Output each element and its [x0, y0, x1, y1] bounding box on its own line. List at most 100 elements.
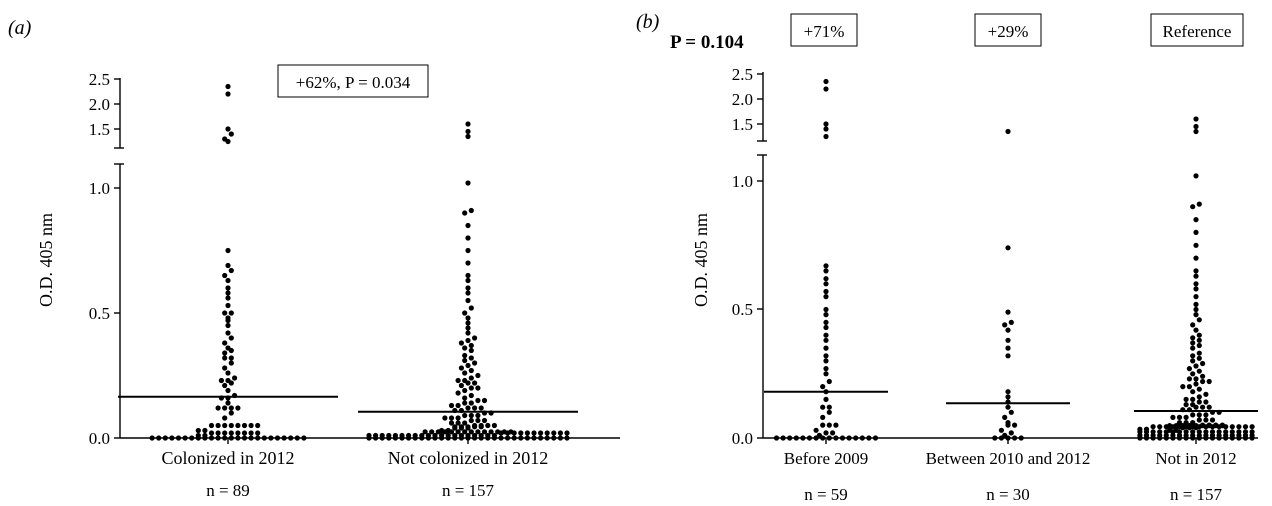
panel-a-data-point	[458, 424, 464, 430]
panel-b-data-point	[1206, 378, 1212, 385]
panel-b-data-point	[1183, 435, 1189, 441]
panel-a-data-point	[462, 370, 468, 376]
panel-b-data-point	[800, 435, 806, 441]
panel-a-data-point	[468, 342, 474, 349]
panel-b-data-point	[1186, 384, 1192, 390]
panel-b-data-point	[1186, 423, 1192, 429]
panel-b-data-point	[1183, 420, 1189, 426]
panel-a-data-point	[518, 435, 524, 441]
panel-b-data-point	[866, 435, 872, 441]
panel-a-data-point	[557, 430, 564, 436]
panel-a-data-point	[472, 435, 478, 441]
panel-b-data-point	[1193, 376, 1199, 382]
panel-a-data-point	[255, 422, 261, 429]
panel-a-n-label-1: n = 157	[442, 481, 495, 500]
panel-b-data-point	[1229, 429, 1235, 435]
panel-b-data-point	[823, 312, 829, 318]
panel-a-data-point	[422, 429, 428, 435]
panel-b-data-point	[1196, 412, 1202, 418]
panel-a-data-point	[491, 435, 497, 441]
panel-a-data-point	[468, 367, 474, 374]
panel-a-data-point	[261, 435, 267, 441]
panel-a-data-point	[472, 380, 478, 386]
panel-b-data-point	[823, 263, 829, 269]
panel-a-data-point	[465, 405, 471, 411]
panel-a-data-point	[366, 435, 372, 441]
panel-a-data-point	[465, 320, 471, 326]
panel-a-data-point	[481, 417, 488, 424]
panel-b-data-point	[1143, 435, 1150, 441]
panel-a-data-point	[455, 390, 461, 396]
panel-a-data-point	[462, 420, 468, 426]
panel-b-data-point	[1012, 435, 1018, 441]
panel-a-data-point	[538, 435, 544, 441]
panel-a-data-point	[425, 435, 431, 441]
panel-b-data-point	[787, 435, 793, 441]
panel-a-data-point	[455, 377, 461, 384]
panel-a-data-point	[478, 435, 484, 441]
panel-a-data-point	[557, 435, 564, 441]
panel-a-data-point	[488, 429, 494, 435]
panel-a-y-tick-label-0-5: 0.5	[89, 304, 110, 323]
panel-b-data-point	[820, 414, 826, 420]
panel-a-data-point	[268, 435, 274, 441]
panel-a-data-point	[373, 435, 379, 441]
panel-a-data-point	[455, 415, 461, 421]
panel-a-data-point	[225, 91, 231, 97]
panel-b-data-point	[1163, 435, 1169, 441]
panel-a-data-point	[439, 435, 445, 441]
panel-a-data-point	[468, 347, 474, 354]
panel-a-data-point	[455, 402, 461, 409]
panel-a-data-point	[465, 435, 471, 441]
panel-a-data-point	[462, 210, 468, 216]
panel-a-data-point	[208, 430, 215, 436]
panel-b-data-point	[820, 404, 826, 410]
panel-b-data-point	[1008, 409, 1014, 415]
panel-b-data-point	[1196, 337, 1202, 343]
panel-a-data-point	[189, 435, 195, 441]
panel-a-data-point	[228, 310, 234, 316]
panel-a-data-point	[222, 435, 228, 441]
panel-a-data-point	[429, 429, 435, 435]
panel-b-data-point	[1193, 312, 1199, 318]
panel-b-data-point	[1196, 417, 1202, 423]
panel-a-data-point	[468, 400, 474, 406]
panel-b-data-point	[823, 324, 829, 331]
panel-a-data-point	[524, 430, 531, 436]
panel-a-data-point	[468, 355, 474, 361]
panel-b-data-point	[872, 435, 879, 441]
panel-b-data-point	[1193, 217, 1199, 223]
panel-a-data-point	[481, 397, 488, 404]
panel-b-data-point	[1203, 435, 1209, 441]
panel-a-data-point	[538, 430, 544, 436]
panel-b-data-point	[1005, 309, 1011, 315]
panel-b-data-point	[1200, 404, 1206, 410]
panel-b-data-point	[1150, 435, 1156, 441]
panel-b-data-point	[1200, 360, 1206, 367]
panel-b-data-point	[826, 409, 832, 415]
panel-b-data-point	[1196, 342, 1202, 349]
panel-a-data-point	[406, 435, 412, 441]
panel-b-data-point	[1249, 424, 1255, 430]
panel-b-data-point	[1005, 337, 1011, 343]
panel-a-data-point	[452, 424, 458, 430]
panel-a-data-point	[462, 357, 468, 364]
panel-a-data-point	[452, 435, 458, 441]
panel-a-annotation: +62%, P = 0.034	[296, 73, 411, 92]
panel-b-y-tick-label-0: 0.0	[732, 429, 753, 448]
panel-a-data-point	[241, 430, 248, 436]
panel-b-category-label-1: Between 2010 and 2012	[926, 449, 1091, 468]
panel-a-data-point	[511, 435, 517, 441]
panel-b-data-point	[1242, 424, 1249, 430]
panel-a-data-point	[468, 429, 474, 435]
panel-a-data-point	[465, 247, 471, 254]
panel-a-data-point	[544, 435, 550, 441]
panel-a-data-point	[472, 405, 478, 411]
panel-a-data-point	[465, 260, 471, 266]
panel-a-data-point	[215, 405, 221, 411]
panel-a-data-point	[531, 430, 537, 436]
panel-b-data-point	[1002, 414, 1008, 420]
panel-a-data-point	[465, 272, 471, 279]
panel-b-category-label-2: Not in 2012	[1155, 449, 1236, 468]
panel-b-data-point	[1190, 420, 1196, 426]
